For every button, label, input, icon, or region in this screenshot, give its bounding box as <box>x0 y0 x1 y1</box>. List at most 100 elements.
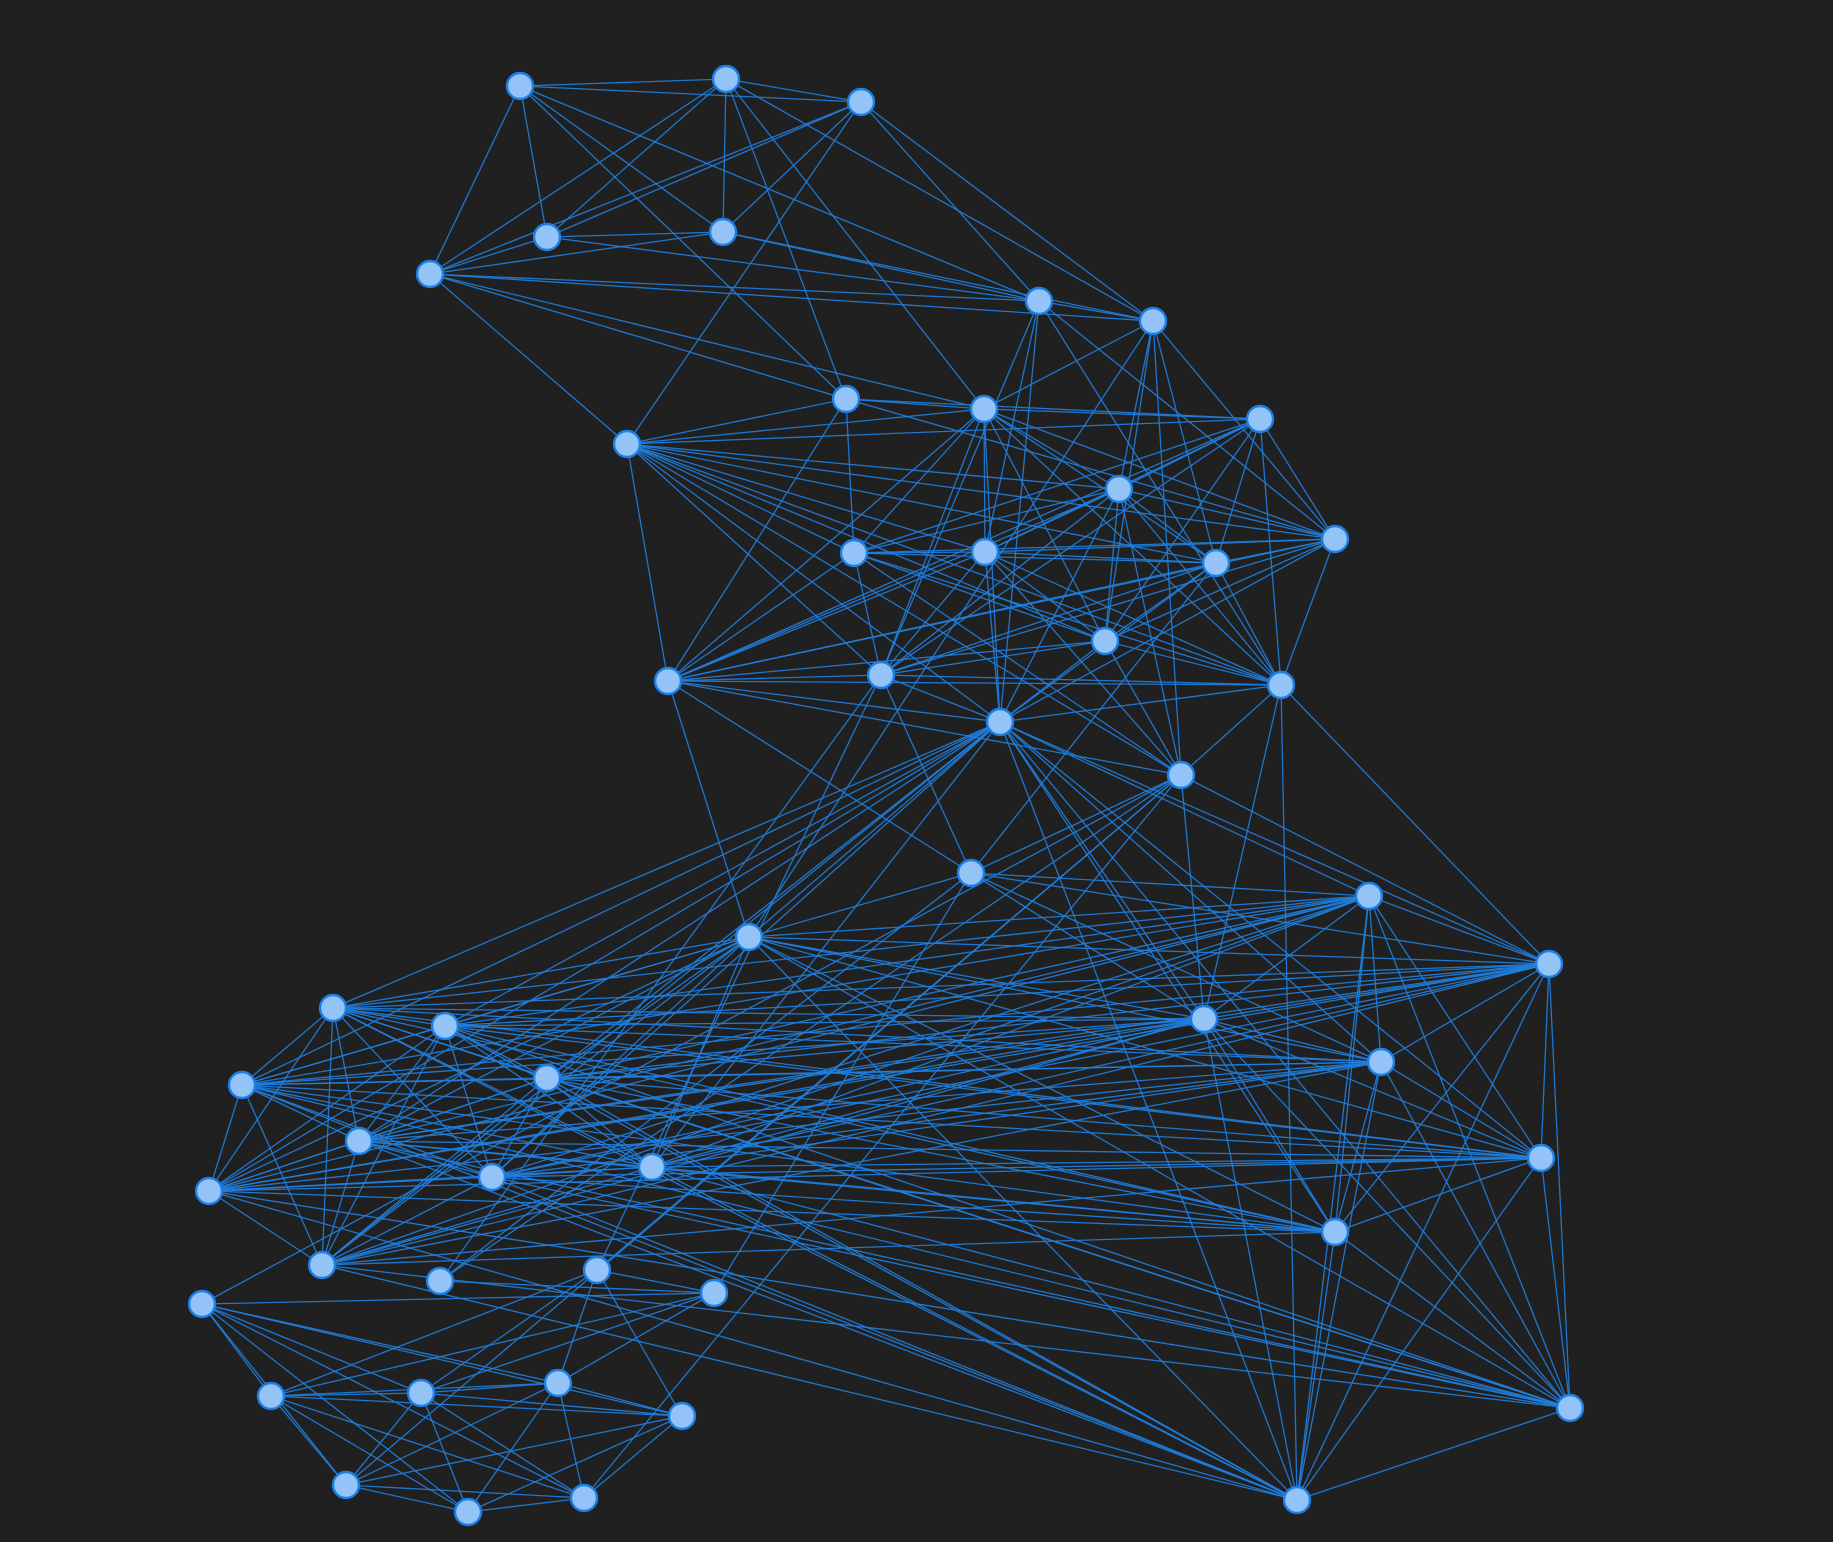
edge-n50-n51 <box>345 1484 469 1513</box>
edge-n21-n34 <box>444 721 1001 1027</box>
graph-node-n14[interactable] <box>839 538 869 568</box>
graph-node-n25[interactable] <box>1354 881 1384 911</box>
edge-n14-n16 <box>853 552 1217 564</box>
edge-n43-n46 <box>270 1269 598 1397</box>
edge-n0-n3 <box>519 85 548 238</box>
graph-node-n6[interactable] <box>1024 286 1054 316</box>
graph-node-n49[interactable] <box>667 1401 697 1431</box>
edge-n21-n28 <box>999 721 1382 1063</box>
graph-node-n48[interactable] <box>543 1368 573 1398</box>
graph-node-n8[interactable] <box>831 384 861 414</box>
edge-n35-n40 <box>208 1084 243 1192</box>
graph-node-n15[interactable] <box>970 537 1000 567</box>
graph-node-n21[interactable] <box>985 707 1015 737</box>
edge-n1-n9 <box>725 78 985 410</box>
graph-node-n45[interactable] <box>187 1289 217 1319</box>
graph-node-n35[interactable] <box>227 1070 257 1100</box>
graph-node-n24[interactable] <box>734 922 764 952</box>
graph-node-n52[interactable] <box>569 1483 599 1513</box>
graph-node-n32[interactable] <box>1282 1485 1312 1515</box>
graph-node-n7[interactable] <box>1138 306 1168 336</box>
edge-n24-n30 <box>748 936 1336 1233</box>
graph-node-n9[interactable] <box>969 394 999 424</box>
graph-node-n30[interactable] <box>1320 1217 1350 1247</box>
edge-n26-n34 <box>444 1018 1205 1027</box>
edge-n30-n34 <box>444 1025 1336 1233</box>
graph-node-n41[interactable] <box>307 1250 337 1280</box>
graph-node-n2[interactable] <box>846 87 876 117</box>
edge-n26-n33 <box>332 1007 1205 1020</box>
graph-node-n46[interactable] <box>256 1381 286 1411</box>
edge-n15-n17 <box>984 551 1106 642</box>
edge-n47-n50 <box>345 1392 422 1486</box>
edge-n2-n4 <box>722 101 862 233</box>
edge-n33-n34 <box>332 1007 446 1027</box>
graph-node-n1[interactable] <box>711 64 741 94</box>
graph-node-n10[interactable] <box>612 429 642 459</box>
edge-n31-n39 <box>651 1166 1571 1409</box>
edge-n12-n22 <box>1118 488 1182 776</box>
graph-node-n39[interactable] <box>637 1152 667 1182</box>
edge-n45-n47 <box>201 1303 422 1394</box>
graph-node-n38[interactable] <box>477 1162 507 1192</box>
graph-node-n27[interactable] <box>1534 949 1564 979</box>
edge-n1-n7 <box>725 78 1154 322</box>
graph-node-n40[interactable] <box>194 1176 224 1206</box>
edge-n10-n16 <box>626 443 1217 564</box>
edge-n29-n34 <box>444 1025 1542 1159</box>
graph-node-n42[interactable] <box>425 1266 455 1296</box>
edge-n20-n23 <box>880 674 972 874</box>
edge-n31-n32 <box>1296 1407 1571 1501</box>
graph-node-n11[interactable] <box>1245 404 1275 434</box>
edge-n32-n34 <box>444 1025 1298 1501</box>
graph-node-n20[interactable] <box>866 660 896 690</box>
graph-node-n22[interactable] <box>1166 760 1196 790</box>
edge-n37-n41 <box>321 1140 360 1266</box>
graph-node-n23[interactable] <box>956 858 986 888</box>
edge-n44-n46 <box>270 1292 715 1397</box>
edge-n27-n35 <box>241 963 1550 1086</box>
edge-n2-n3 <box>546 101 862 238</box>
graph-node-n5[interactable] <box>415 259 445 289</box>
graph-node-n28[interactable] <box>1366 1047 1396 1077</box>
edge-n34-n36 <box>444 1025 548 1079</box>
edge-n45-n52 <box>201 1303 585 1499</box>
graph-node-n16[interactable] <box>1201 548 1231 578</box>
graph-node-n17[interactable] <box>1090 626 1120 656</box>
graph-node-n36[interactable] <box>532 1063 562 1093</box>
edge-n8-n13 <box>845 398 1336 540</box>
edge-n28-n31 <box>1380 1061 1571 1409</box>
edge-n45-n51 <box>201 1303 469 1513</box>
edge-n7-n16 <box>1152 320 1217 564</box>
graph-node-n29[interactable] <box>1526 1143 1556 1173</box>
graph-node-n33[interactable] <box>318 993 348 1023</box>
edge-n3-n5 <box>429 236 548 275</box>
graph-node-n37[interactable] <box>344 1126 374 1156</box>
graph-node-n44[interactable] <box>699 1278 729 1308</box>
graph-node-n43[interactable] <box>582 1255 612 1285</box>
edge-n9-n11 <box>983 408 1261 420</box>
edge-n1-n8 <box>725 78 847 400</box>
graph-node-n0[interactable] <box>505 71 535 101</box>
graph-node-n34[interactable] <box>430 1011 460 1041</box>
edge-n10-n17 <box>626 443 1106 642</box>
graph-node-n12[interactable] <box>1104 474 1134 504</box>
graph-node-n31[interactable] <box>1555 1393 1585 1423</box>
edge-layer <box>201 78 1571 1513</box>
graph-node-n4[interactable] <box>708 217 738 247</box>
edge-n21-n31 <box>999 721 1571 1409</box>
graph-node-n47[interactable] <box>406 1378 436 1408</box>
graph-node-n51[interactable] <box>453 1497 483 1527</box>
graph-node-n26[interactable] <box>1189 1004 1219 1034</box>
graph-node-n19[interactable] <box>653 666 683 696</box>
graph-node-n50[interactable] <box>331 1470 361 1500</box>
edge-n17-n18 <box>1104 640 1282 686</box>
edge-n28-n33 <box>332 1007 1382 1063</box>
graph-node-n13[interactable] <box>1320 524 1350 554</box>
edge-n15-n18 <box>984 551 1282 686</box>
graph-node-n3[interactable] <box>532 222 562 252</box>
edge-n44-n45 <box>201 1292 715 1305</box>
edge-n18-n26 <box>1203 684 1282 1020</box>
graph-node-n18[interactable] <box>1266 670 1296 700</box>
edge-n0-n6 <box>519 85 1040 302</box>
